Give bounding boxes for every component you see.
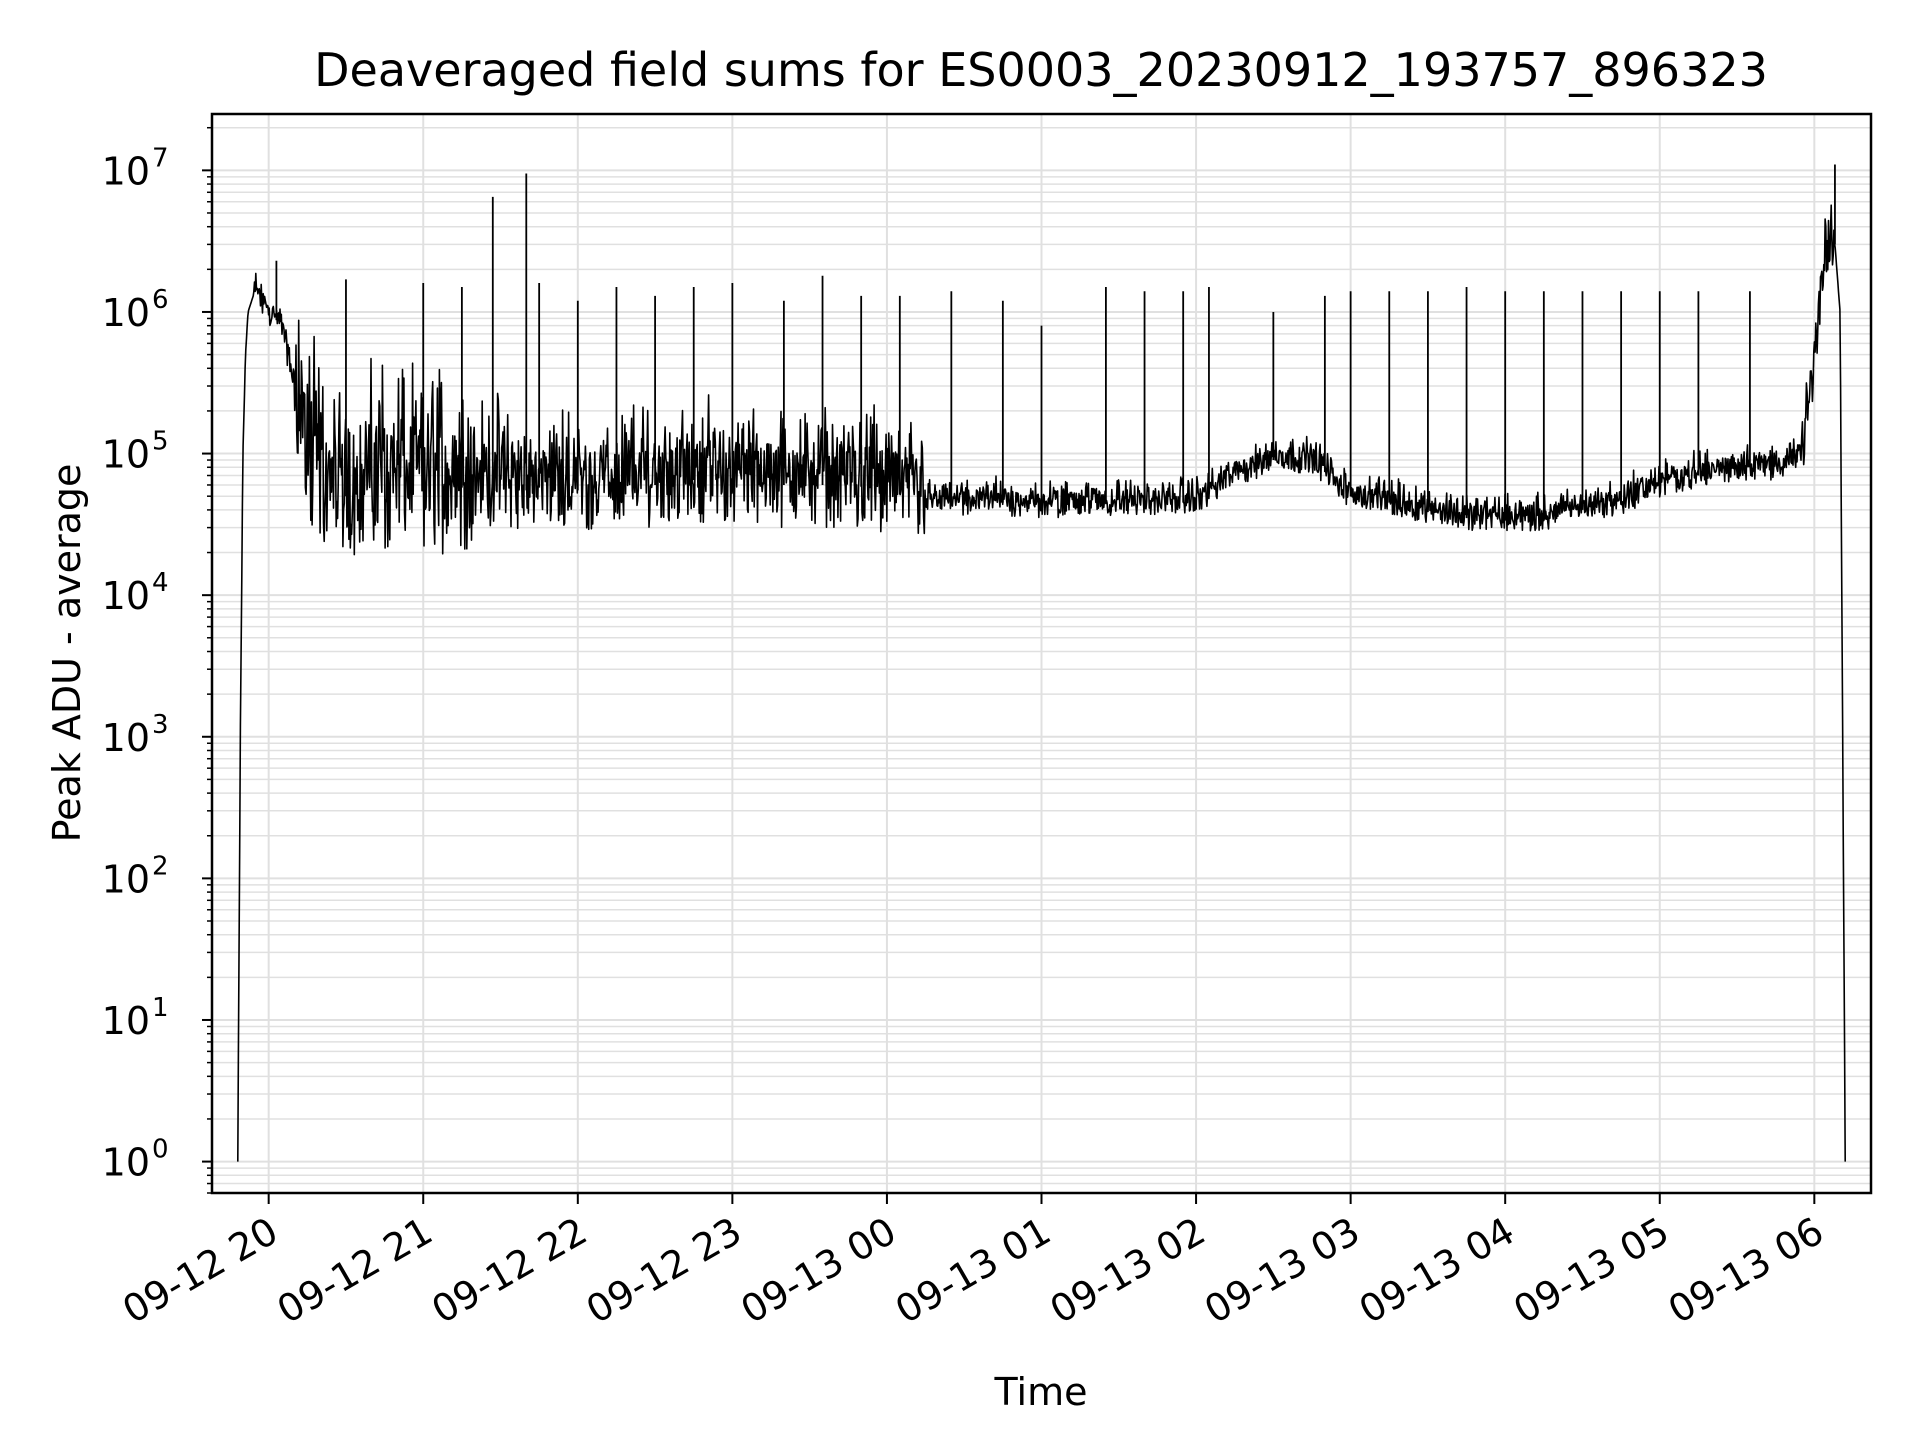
x-axis-label: Time (994, 1370, 1088, 1414)
y-tick-label: 10 (102, 149, 150, 193)
y-tick-exponent: 4 (152, 568, 169, 598)
y-tick-exponent: 1 (152, 993, 169, 1023)
chart-title: Deaveraged field sums for ES0003_2023091… (314, 43, 1768, 97)
y-tick-label: 10 (102, 433, 150, 477)
y-tick-label: 10 (102, 716, 150, 760)
y-axis-label: Peak ADU - average (45, 464, 89, 843)
y-tick-exponent: 3 (152, 710, 169, 740)
y-tick-label: 10 (102, 574, 150, 618)
y-tick-exponent: 5 (152, 427, 169, 457)
y-tick-exponent: 2 (152, 851, 169, 881)
y-tick-exponent: 0 (152, 1135, 169, 1165)
y-tick-label: 10 (102, 999, 150, 1043)
y-tick-exponent: 7 (152, 143, 169, 173)
y-tick-label: 10 (102, 291, 150, 335)
y-tick-label: 10 (102, 1141, 150, 1185)
plot-area (237, 164, 1846, 1162)
y-tick-exponent: 6 (152, 285, 169, 315)
y-tick-label: 10 (102, 857, 150, 901)
